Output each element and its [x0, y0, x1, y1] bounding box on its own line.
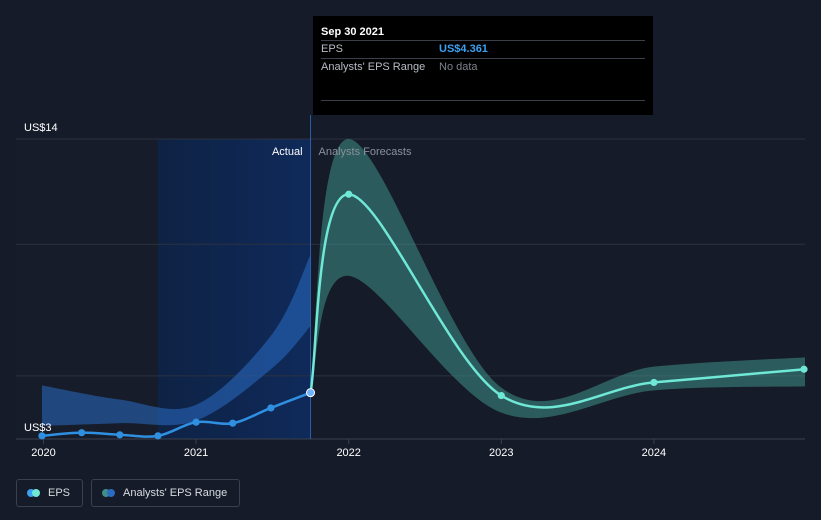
past-period-shade — [16, 139, 158, 439]
legend-dot — [27, 489, 35, 497]
legend-eps-label: EPS — [48, 487, 71, 499]
range-band — [310, 138, 805, 419]
eps-point — [306, 388, 316, 398]
tooltip-row-range: Analysts' EPS Range No data — [321, 58, 645, 76]
eps-point — [229, 419, 237, 427]
eps-point — [38, 432, 46, 440]
actual-label: Actual — [272, 146, 303, 158]
forecast-point — [650, 378, 658, 387]
tooltip: Sep 30 2021 EPS US$4.361 Analysts' EPS R… — [313, 16, 653, 115]
forecast-point — [497, 391, 505, 400]
legend-dot — [102, 489, 111, 497]
x-tick-label: 2021 — [184, 447, 208, 459]
chart-background — [16, 139, 311, 439]
y-axis-bottom-label: US$3 — [24, 422, 52, 434]
legend-range-label: Analysts' EPS Range — [123, 487, 228, 499]
legend-dot — [107, 489, 116, 497]
legend-item-range[interactable]: Analysts' EPS Range — [91, 479, 241, 507]
tooltip-eps-label: EPS — [321, 43, 344, 55]
eps-point — [116, 431, 124, 439]
x-tick-label: 2024 — [642, 447, 666, 459]
forecast-label: Analysts Forecasts — [319, 146, 412, 158]
eps-point — [267, 404, 275, 412]
series-line — [309, 193, 807, 409]
eps-point — [78, 429, 86, 437]
forecast-point — [800, 365, 808, 373]
range-band — [41, 254, 311, 426]
tooltip-spacer — [321, 76, 645, 101]
tooltip-eps-value: US$4.361 — [439, 43, 488, 55]
legend-eps-icon — [27, 489, 40, 497]
range-bands — [41, 138, 805, 426]
legend-range-icon — [102, 489, 116, 497]
series-points — [38, 190, 808, 440]
tooltip-range-label: Analysts' EPS Range — [321, 61, 426, 73]
x-tick-label: 2020 — [31, 447, 55, 459]
eps-point — [154, 432, 162, 440]
y-axis-top-label: US$14 — [24, 122, 58, 134]
x-tick-label: 2022 — [336, 447, 360, 459]
legend-item-eps[interactable]: EPS — [16, 479, 84, 507]
x-tick-label: 2023 — [489, 447, 513, 459]
forecast-point — [345, 190, 353, 198]
legend-dot — [32, 489, 40, 497]
tooltip-date: Sep 30 2021 — [321, 26, 384, 38]
tooltip-row-eps: EPS US$4.361 — [321, 40, 645, 58]
eps-point — [192, 418, 200, 426]
tooltip-range-value: No data — [439, 61, 478, 73]
axis-labels: US$14 US$3 Actual Analysts Forecasts 2020 202… — [24, 122, 666, 459]
legend: EPS Analysts' EPS Range — [16, 479, 241, 507]
